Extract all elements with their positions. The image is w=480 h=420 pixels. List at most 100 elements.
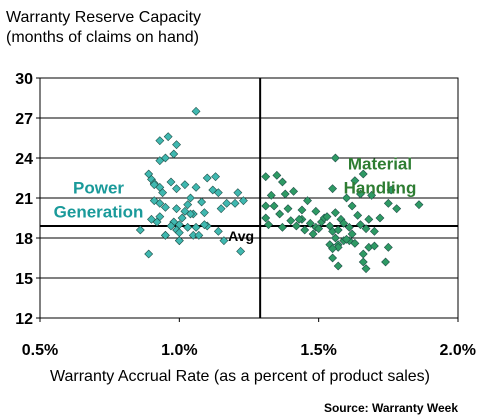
- power-generation-point: [222, 198, 232, 208]
- power-generation-point: [144, 249, 154, 259]
- power-generation-point: [186, 193, 195, 203]
- power-generation-point: [172, 184, 181, 194]
- material-handling-point: [333, 225, 343, 235]
- power-generation-point: [236, 246, 246, 256]
- power-generation-point: [160, 153, 170, 163]
- material-handling-point: [330, 208, 340, 218]
- material-handling-point: [383, 198, 393, 208]
- material-handling-point: [272, 170, 282, 180]
- material-handling-point: [356, 220, 365, 230]
- power-generation-point: [191, 222, 201, 232]
- material-handling-point: [300, 225, 310, 235]
- material-handling-point: [350, 238, 360, 248]
- chart-title: Warranty Reserve Capacity: [6, 9, 201, 26]
- average-reference-lines: [40, 78, 458, 318]
- material-handling-point: [291, 221, 301, 231]
- material-handling-point: [330, 153, 340, 163]
- avg-label: Avg: [228, 228, 254, 244]
- data-points: [135, 106, 424, 274]
- chart-subtitle: (months of claims on hand): [6, 29, 199, 46]
- power-generation-point: [149, 180, 159, 190]
- material-handling-point: [344, 222, 354, 232]
- material-handling-point: [308, 229, 318, 239]
- material-handling-point: [305, 218, 315, 228]
- power-generation-point: [155, 136, 165, 146]
- group-label-line: Handling: [344, 178, 417, 197]
- power-generation-point: [144, 169, 154, 179]
- power-generation-point: [172, 140, 181, 150]
- power-generation-point: [219, 236, 229, 246]
- material-handling-point: [386, 185, 396, 195]
- power-generation-point: [169, 149, 179, 159]
- y-tick-label: 24: [15, 151, 33, 168]
- power-generation-point: [216, 204, 226, 214]
- material-handling-point: [266, 190, 276, 200]
- y-tick-label: 27: [15, 111, 33, 128]
- material-handling-point: [358, 257, 368, 267]
- material-handling-point: [339, 218, 349, 228]
- group-annotations: Power Generation Material Handling: [54, 154, 417, 221]
- power-generation-point: [211, 172, 220, 182]
- material-handling-point: [356, 189, 365, 199]
- material-handling-point: [364, 214, 374, 224]
- x-axis-ticks: 0.5% 1.0% 1.5% 2.0%: [22, 318, 476, 359]
- x-tick-label: 2.0%: [440, 342, 476, 359]
- power-generation-point: [199, 220, 209, 230]
- material-handling-point: [261, 213, 271, 223]
- power-generation-point: [202, 173, 212, 183]
- material-handling-point: [314, 224, 324, 234]
- power-generation-point: [191, 106, 201, 116]
- y-tick-label: 18: [15, 231, 33, 248]
- material-handling-point: [322, 212, 332, 222]
- material-handling-point: [369, 241, 379, 251]
- material-handling-point: [283, 204, 293, 214]
- material-handling-point: [303, 196, 312, 206]
- material-handling-point: [328, 184, 338, 194]
- power-generation-point: [239, 196, 248, 206]
- group-label-line: Power: [73, 178, 124, 197]
- material-handling-point: [383, 242, 393, 252]
- material-handling-point: [342, 193, 351, 203]
- material-handling-point: [297, 205, 307, 215]
- material-handling-point: [361, 224, 371, 234]
- power-generation-point: [174, 236, 184, 246]
- material-handling-point: [311, 206, 321, 216]
- group-label-line: Material: [348, 154, 412, 173]
- material-handling-point: [375, 213, 385, 223]
- power-generation-point: [191, 182, 201, 192]
- power-generation-point: [183, 200, 193, 210]
- material-handling-point: [264, 220, 273, 230]
- material-handling-point: [369, 226, 379, 236]
- material-handling-point: [328, 244, 338, 254]
- material-handling-point: [261, 172, 271, 182]
- x-axis-label: Warranty Accrual Rate (as a percent of p…: [50, 368, 430, 385]
- power-generation-point: [213, 188, 223, 198]
- power-generation-point: [158, 188, 168, 198]
- y-tick-label: 30: [15, 71, 33, 88]
- material-handling-point: [278, 222, 287, 232]
- y-tick-label: 15: [15, 271, 33, 288]
- material-handling-point: [289, 186, 299, 196]
- gridlines: [40, 77, 458, 319]
- power-generation-point: [160, 230, 170, 240]
- y-tick-label: 21: [15, 191, 33, 208]
- material-handling-point: [275, 209, 285, 219]
- material-handling-point: [347, 229, 357, 239]
- material-handling-point: [381, 257, 390, 267]
- power-generation-point: [155, 198, 165, 208]
- power-generation-point: [152, 217, 162, 227]
- y-tick-label: 12: [15, 311, 33, 328]
- x-tick-label: 1.5%: [300, 342, 336, 359]
- x-tick-label: 0.5%: [22, 342, 58, 359]
- material-handling-point: [280, 189, 290, 199]
- power-generation-point: [213, 226, 223, 236]
- material-handling-point: [347, 201, 357, 211]
- power-generation-point: [180, 180, 190, 190]
- material-handling-point: [367, 190, 377, 200]
- material-handling-point: [358, 169, 368, 179]
- material-handling-point: [342, 234, 351, 244]
- material-handling-point: [269, 201, 279, 211]
- power-generation-point: [166, 177, 176, 187]
- material-handling-point: [350, 176, 360, 186]
